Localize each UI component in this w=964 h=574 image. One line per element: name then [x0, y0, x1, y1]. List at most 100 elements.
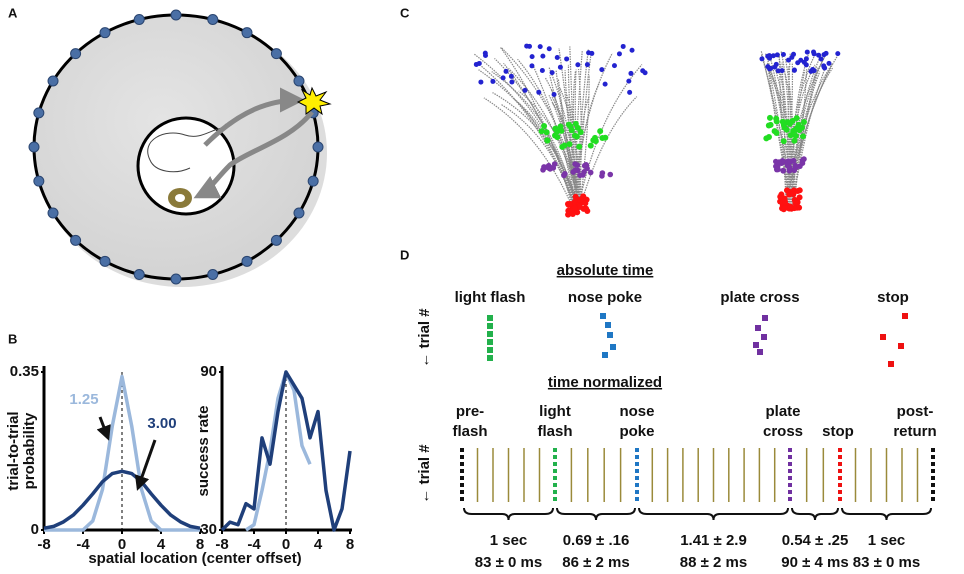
- x-tick-label: 8: [346, 536, 354, 553]
- event-dot: [565, 211, 572, 218]
- arena-marker: [293, 75, 305, 87]
- trajectory: [572, 71, 584, 211]
- event-dot: [801, 156, 807, 162]
- event-dot: [773, 115, 780, 122]
- event-dot: [607, 171, 614, 178]
- trajectory: [517, 58, 575, 211]
- trajectory: [481, 65, 577, 211]
- stage-label: poke: [619, 423, 654, 440]
- trajectory: [579, 74, 590, 211]
- stage-label: flash: [452, 423, 487, 440]
- event-dot: [628, 70, 634, 76]
- event-dot: [551, 132, 558, 139]
- stage-label: stop: [822, 423, 854, 440]
- event-dot: [792, 132, 799, 139]
- event-marker: [605, 322, 611, 328]
- brace: [556, 507, 636, 521]
- event-dot: [527, 43, 533, 49]
- event-dot: [783, 187, 790, 194]
- arena-marker: [241, 255, 253, 267]
- event-marker: [757, 349, 763, 355]
- event-dot: [620, 43, 626, 49]
- data-line: [43, 469, 201, 530]
- arena-marker: [28, 141, 40, 153]
- y-axis-label: trial-to-trial: [5, 411, 22, 490]
- event-dot: [478, 79, 484, 85]
- x-axis-label: spatial location (center offset): [88, 550, 301, 567]
- event-dot: [536, 89, 542, 95]
- trajectory: [517, 101, 578, 211]
- panel-label: D: [400, 247, 409, 262]
- event-dot: [777, 193, 784, 200]
- event-dot: [569, 210, 576, 217]
- trajectory: [577, 64, 643, 211]
- event-marker: [755, 325, 761, 331]
- duration-ms: 90 ± 4 ms: [781, 554, 848, 571]
- event-dot: [547, 166, 553, 172]
- event-dot: [765, 64, 771, 70]
- event-dot: [816, 52, 822, 58]
- duration-time: 1 sec: [490, 532, 528, 549]
- event-dot: [791, 167, 798, 174]
- event-marker: [487, 323, 493, 329]
- event-dot: [821, 63, 827, 69]
- duration-time: 0.54 ± .25: [782, 532, 849, 549]
- event-dot: [626, 78, 632, 84]
- panel-label: C: [400, 5, 410, 20]
- panel-label: B: [8, 331, 17, 346]
- event-marker: [753, 342, 759, 348]
- annotation-arrow: [134, 439, 157, 491]
- event-dot: [483, 53, 489, 59]
- event-dot: [599, 170, 606, 176]
- stage-label: flash: [537, 423, 572, 440]
- y-tick-label: 30: [200, 521, 217, 538]
- event-label: light flash: [455, 289, 526, 306]
- event-dot: [823, 50, 829, 56]
- event-dot: [826, 60, 832, 66]
- timeline: light flash nose poke plate cross stop pre-f…: [452, 289, 936, 571]
- arena-marker: [312, 141, 324, 153]
- event-dot: [566, 200, 573, 207]
- section-title: absolute time: [557, 262, 654, 279]
- event-dot: [763, 135, 770, 142]
- event-dot: [765, 122, 772, 129]
- arena-marker: [241, 27, 253, 39]
- event-dot: [786, 57, 792, 63]
- event-marker: [888, 361, 894, 367]
- arena-marker: [33, 175, 45, 187]
- event-dot: [587, 142, 594, 149]
- event-dot: [782, 198, 789, 205]
- event-dot: [627, 89, 633, 95]
- event-dot: [540, 53, 546, 59]
- event-dot: [577, 129, 584, 136]
- event-dot: [791, 51, 797, 57]
- event-dot: [811, 68, 817, 74]
- trajectory: [492, 92, 577, 211]
- data-line: [245, 370, 312, 532]
- event-dot: [549, 70, 555, 76]
- duration-time: 0.69 ± .16: [563, 532, 630, 549]
- event-dot: [780, 168, 787, 174]
- trajectory: [760, 54, 796, 206]
- stage-label: cross: [763, 423, 803, 440]
- duration-ms: 83 ± 0 ms: [475, 554, 542, 571]
- event-dot: [508, 73, 514, 79]
- event-dot: [791, 67, 797, 73]
- x-tick-label: -4: [247, 536, 261, 553]
- arena-marker: [70, 48, 82, 60]
- trajectory: [478, 69, 581, 211]
- y-axis-label: probability: [21, 412, 38, 489]
- arena-marker: [99, 255, 111, 267]
- event-dot: [775, 68, 781, 74]
- event-marker: [610, 344, 616, 350]
- arena-marker: [99, 27, 111, 39]
- event-dot: [551, 92, 557, 98]
- event-dot: [602, 81, 608, 87]
- event-dot: [546, 46, 552, 52]
- axis-label: ← trial #: [416, 444, 433, 504]
- brace: [841, 507, 932, 521]
- event-dot: [797, 163, 803, 170]
- event-dot: [602, 134, 609, 141]
- event-dot: [791, 137, 798, 144]
